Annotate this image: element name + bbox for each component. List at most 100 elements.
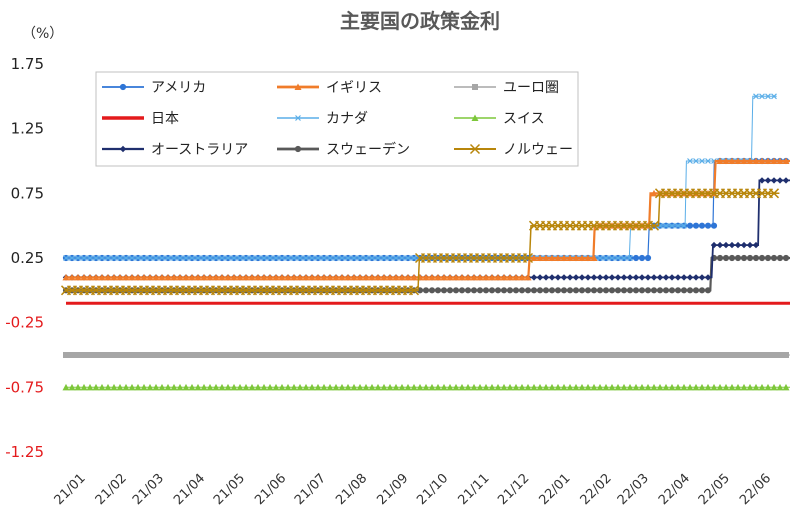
series-5-marker (303, 255, 309, 261)
series-3-marker (183, 352, 189, 358)
series-7-marker (596, 274, 604, 281)
series-8-marker (680, 287, 688, 294)
series-6-marker (668, 383, 676, 391)
series-7-marker (740, 241, 748, 249)
series-8-marker (440, 287, 448, 294)
series-3-marker (87, 352, 93, 358)
series-6-marker (116, 383, 124, 391)
series-5-marker (363, 255, 369, 261)
series-2-marker (554, 254, 562, 261)
series-2-marker (500, 273, 508, 281)
series-2-marker (506, 273, 514, 281)
series-5-marker (93, 255, 99, 261)
series-3-marker (597, 352, 603, 358)
series-1-marker (638, 254, 646, 262)
series-6-marker (494, 383, 502, 391)
series-2-marker (158, 273, 166, 281)
series-3-marker (297, 352, 303, 358)
series-9-marker (648, 220, 660, 231)
series-5-marker (261, 255, 267, 261)
legend-box (95, 71, 579, 167)
series-3-marker (609, 352, 615, 358)
series-3-marker (357, 352, 363, 358)
legend-item-4: 日本 (102, 111, 179, 127)
series-6-marker (218, 383, 226, 391)
series-2-marker (260, 273, 268, 281)
series-8-marker (716, 254, 724, 262)
series-8-marker (662, 287, 670, 294)
series-7-marker (746, 241, 754, 249)
series-8-marker (530, 287, 538, 294)
series-2-marker (650, 189, 658, 197)
series-7-marker (536, 274, 544, 281)
series-3-marker (189, 352, 195, 358)
series-2-marker (392, 273, 400, 281)
series-5-marker (177, 255, 183, 261)
series-2-marker (176, 273, 184, 281)
series-3-marker (333, 352, 339, 358)
series-5-marker (603, 255, 609, 261)
series-9-marker (768, 188, 780, 199)
series-8-marker (626, 287, 634, 294)
series-5-marker (699, 158, 705, 164)
series-3-marker (621, 352, 627, 358)
series-3-marker (525, 352, 531, 358)
x-tick-label: 21/06 (252, 471, 289, 507)
series-2-marker (182, 273, 190, 281)
legend-label: スウェーデン (326, 141, 410, 158)
legend-item-1: アメリカ (102, 80, 206, 96)
series-6-marker (350, 383, 358, 391)
series-3-marker (165, 352, 171, 358)
series-5-marker (207, 255, 213, 261)
series-8-marker (752, 254, 760, 262)
legend-marker (119, 83, 127, 91)
series-6-marker (446, 383, 454, 391)
series-2-marker (266, 273, 274, 281)
series-3-marker (285, 352, 291, 358)
series-6-marker (434, 383, 442, 391)
series-5-marker (753, 93, 759, 100)
series-3-marker (111, 352, 117, 358)
series-6-marker (512, 383, 520, 391)
series-6-marker (578, 383, 586, 391)
series-2-marker (188, 273, 196, 281)
series-2-marker (446, 273, 454, 281)
series-7-marker (572, 274, 580, 281)
series-2-marker (572, 254, 580, 261)
series-2-marker (728, 157, 736, 164)
series-2-marker (440, 273, 448, 281)
series-3-marker (543, 352, 549, 358)
series-2-marker (68, 273, 76, 281)
series-3-marker (483, 352, 489, 358)
series-3-marker (225, 352, 231, 358)
series-6-marker (482, 383, 490, 391)
series-2-marker (326, 273, 334, 281)
series-5-marker (387, 255, 393, 261)
series-5-marker (267, 255, 273, 261)
series-3-marker (747, 352, 753, 358)
series-6-marker (566, 383, 574, 391)
series-2-marker (92, 273, 100, 281)
series-3-marker (321, 352, 327, 358)
series-3-marker (309, 352, 315, 358)
series-8-marker (638, 287, 646, 294)
series-3-marker (237, 352, 243, 358)
series-6-marker (224, 383, 232, 391)
series-5-marker (615, 255, 621, 261)
series-8-marker (602, 287, 610, 294)
series-8-marker (608, 287, 616, 294)
x-tick-label: 22/04 (656, 471, 693, 507)
series-3-marker (81, 352, 87, 358)
series-5-marker (195, 255, 201, 261)
series-6-marker (272, 383, 280, 391)
series-6-marker (338, 383, 346, 391)
series-3-marker (501, 352, 507, 358)
series-3-marker (93, 352, 99, 358)
x-tick-label: 21/10 (414, 471, 451, 507)
series-7-marker (650, 274, 658, 281)
x-tick-label: 22/06 (737, 471, 774, 507)
series-8-marker (428, 287, 436, 294)
series-5-marker (123, 255, 129, 261)
series-3-marker (375, 352, 381, 358)
series-3-marker (327, 352, 333, 358)
